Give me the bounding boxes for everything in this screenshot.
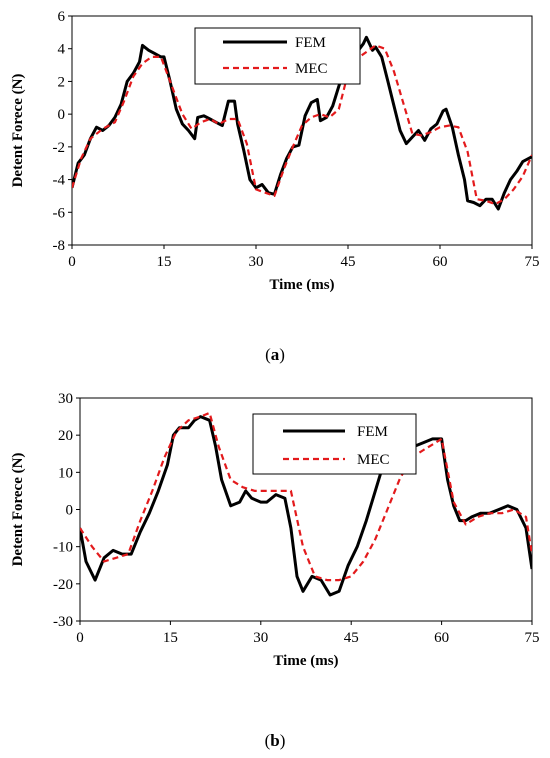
caption-a: (a): [265, 345, 285, 364]
chart-b-y-tick-label: 10: [58, 465, 73, 481]
chart-a-y-tick-label: -2: [53, 140, 66, 156]
caption-a-label: a: [270, 345, 280, 364]
chart-a-y-tick-label: 6: [58, 9, 66, 25]
chart-a-x-tick-label: 60: [433, 254, 448, 270]
chart-a-y-tick-label: -4: [53, 173, 66, 189]
chart-a-y-tick-label: -8: [53, 238, 66, 254]
chart-b-x-tick-label: 15: [163, 630, 178, 646]
chart-b-y-tick-label: -10: [53, 540, 73, 556]
chart-a-legend: [194, 27, 361, 85]
chart-a-y-tick-label: 2: [58, 74, 66, 90]
chart-a-y-tick-label: 0: [58, 107, 66, 123]
chart-b-x-tick-label: 45: [344, 630, 359, 646]
chart-a-series-mec-line: [72, 44, 532, 206]
chart-a-x-tick-label: 30: [249, 254, 264, 270]
caption-b: (b): [264, 731, 286, 750]
chart-a-legend-label-fem: FEM: [295, 35, 326, 51]
chart-a-series-fem-line: [72, 35, 532, 211]
chart-a-y-axis-title: Detent Forece (N): [10, 74, 26, 188]
chart-a-y-tick-label: -6: [53, 205, 66, 221]
chart-b-y-axis-title: Detent Forece (N): [10, 453, 26, 567]
chart-b-x-tick-label: 0: [76, 630, 84, 646]
chart-a-x-tick-label: 75: [525, 254, 540, 270]
chart-b-x-tick-label: 30: [253, 630, 268, 646]
chart-b-y-tick-label: -20: [53, 577, 73, 593]
chart-a-x-axis-title: Time (ms): [269, 277, 334, 293]
chart-b-x-tick-label: 60: [434, 630, 449, 646]
chart-b-series-fem-line: [80, 415, 532, 597]
chart-b-y-tick-label: 0: [66, 503, 74, 519]
chart-b: -30 -20 -10 0 10 20 30 0 15 30 45 60 75 Time (ms) Dete…: [10, 391, 540, 669]
chart-a-x-tick-label: 0: [68, 254, 76, 270]
chart-a-plot-frame: [71, 15, 533, 246]
chart-a-x-tick-label: 15: [157, 254, 172, 270]
chart-b-legend: [252, 413, 417, 475]
chart-b-y-tick-label: -30: [53, 614, 73, 630]
chart-b-y-tick-label: 30: [58, 391, 73, 407]
chart-a-y-tick-label: 4: [58, 42, 66, 58]
chart-b-legend-label-fem: FEM: [357, 424, 388, 440]
chart-b-legend-label-mec: MEC: [357, 452, 390, 468]
chart-b-x-axis-title: Time (ms): [273, 653, 338, 669]
chart-b-series-mec-line: [80, 411, 532, 582]
chart-b-x-tick-label: 75: [525, 630, 540, 646]
chart-a-legend-label-mec: MEC: [295, 61, 328, 77]
caption-b-label: b: [270, 731, 280, 750]
chart-b-y-tick-label: 20: [58, 428, 73, 444]
chart-a-x-tick-label: 45: [341, 254, 356, 270]
